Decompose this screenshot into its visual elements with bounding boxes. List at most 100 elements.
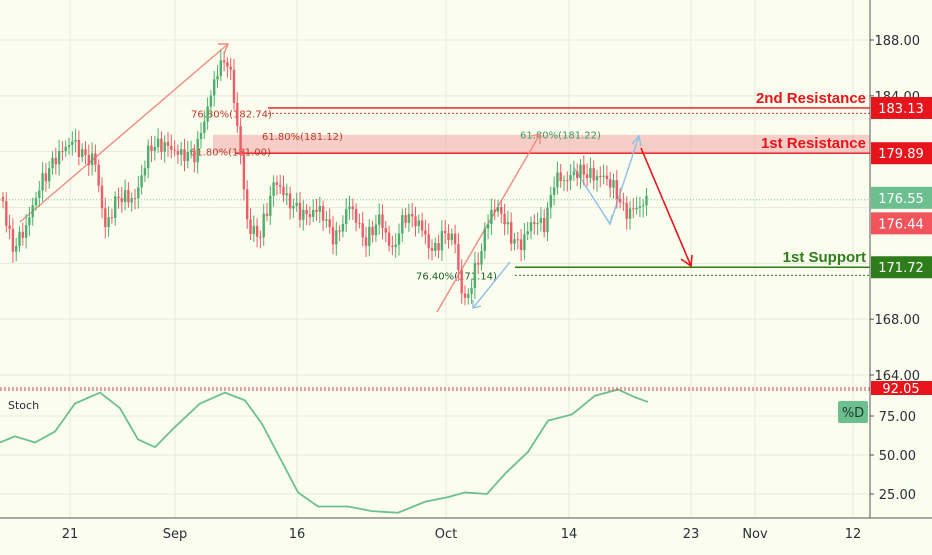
candle: [272, 175, 275, 207]
candle: [361, 212, 364, 247]
candle-body: [41, 173, 44, 191]
candle: [117, 187, 120, 209]
time-axis-ticks: 21 Sep 16 Oct 14 23 Nov 12: [62, 527, 862, 542]
candle: [84, 141, 87, 165]
candle-body: [186, 152, 189, 161]
candle: [269, 185, 272, 225]
candle: [602, 164, 605, 185]
candle-body: [638, 206, 642, 208]
candle: [506, 211, 510, 235]
candle-body: [414, 216, 417, 227]
candle-body: [358, 222, 361, 224]
candle-body: [77, 140, 81, 157]
candle: [90, 142, 94, 176]
candle: [127, 182, 130, 208]
candle: [467, 288, 470, 305]
candle: [460, 259, 463, 304]
candle-body: [262, 213, 265, 238]
candle-body: [1, 197, 5, 202]
candle-body: [460, 270, 463, 294]
candle-body: [180, 149, 183, 155]
candle-body: [232, 69, 236, 103]
candle: [447, 224, 450, 249]
candle-body: [61, 150, 64, 152]
candle-body: [18, 231, 21, 247]
candle: [219, 49, 222, 82]
candle: [589, 157, 592, 184]
candle-body: [440, 230, 444, 251]
candle: [262, 204, 265, 246]
candle: [417, 214, 420, 234]
candle: [378, 203, 381, 235]
price-badge-label: 176.55: [878, 192, 924, 207]
candle-body: [384, 228, 387, 233]
candle: [579, 159, 582, 189]
candle-body: [420, 220, 424, 231]
candle: [41, 162, 44, 202]
candle-body: [74, 140, 77, 142]
candle: [203, 110, 206, 139]
candle: [543, 209, 546, 238]
candle: [213, 71, 216, 107]
stoch-tick-label-2: 25.00: [879, 488, 916, 503]
candle: [120, 187, 123, 213]
candle: [414, 206, 417, 237]
candle: [173, 139, 176, 157]
stoch-legend: %D: [838, 401, 868, 423]
candle: [437, 234, 440, 259]
candle-body: [246, 189, 249, 220]
candle-body: [64, 146, 67, 152]
stoch-legend-label: %D: [842, 406, 864, 421]
candle-body: [259, 236, 262, 238]
arrow-august-up-head: [218, 43, 230, 55]
price-badge-bg: [871, 256, 932, 279]
candle-body: [381, 214, 384, 229]
candle: [21, 222, 24, 246]
candle: [358, 213, 361, 229]
candle-body: [345, 209, 348, 224]
candle-body: [569, 175, 572, 181]
candle: [585, 163, 589, 187]
candle: [252, 215, 255, 242]
candle: [160, 131, 163, 160]
candle-body: [57, 150, 61, 165]
candle-body: [110, 217, 114, 219]
price-badge-label: 176.44: [878, 217, 924, 232]
candle-body: [38, 190, 41, 198]
candle: [625, 196, 628, 230]
candle-body: [351, 206, 354, 210]
candle: [242, 148, 246, 201]
candle-body: [236, 102, 239, 127]
candle: [94, 144, 97, 172]
candle: [74, 128, 77, 153]
candle: [229, 57, 232, 81]
main-pane: [0, 0, 870, 388]
candle-body: [84, 149, 87, 156]
candle-body: [486, 224, 490, 229]
fib-label-0: 76.80%(182.74): [191, 109, 272, 120]
stoch-tick-label-0: 75.00: [879, 410, 916, 425]
candle: [609, 172, 612, 198]
candle: [424, 219, 427, 245]
candle-body: [150, 145, 153, 151]
candle: [232, 58, 236, 111]
candle: [556, 161, 559, 195]
price-badge-4: 171.72: [871, 256, 932, 279]
candle-body: [612, 180, 615, 188]
candle: [473, 251, 477, 300]
candle: [483, 222, 486, 259]
candle: [57, 139, 61, 176]
candle: [189, 140, 193, 159]
candle: [615, 170, 618, 209]
candle: [196, 131, 199, 174]
candle: [411, 202, 414, 228]
candle-body: [8, 225, 11, 229]
candle: [34, 191, 38, 211]
candle: [539, 207, 543, 232]
candle: [209, 90, 213, 118]
candle-body: [628, 208, 632, 219]
candle-body: [397, 233, 401, 245]
candle: [156, 128, 160, 153]
candle-body: [97, 164, 100, 186]
candle-body: [213, 79, 216, 96]
